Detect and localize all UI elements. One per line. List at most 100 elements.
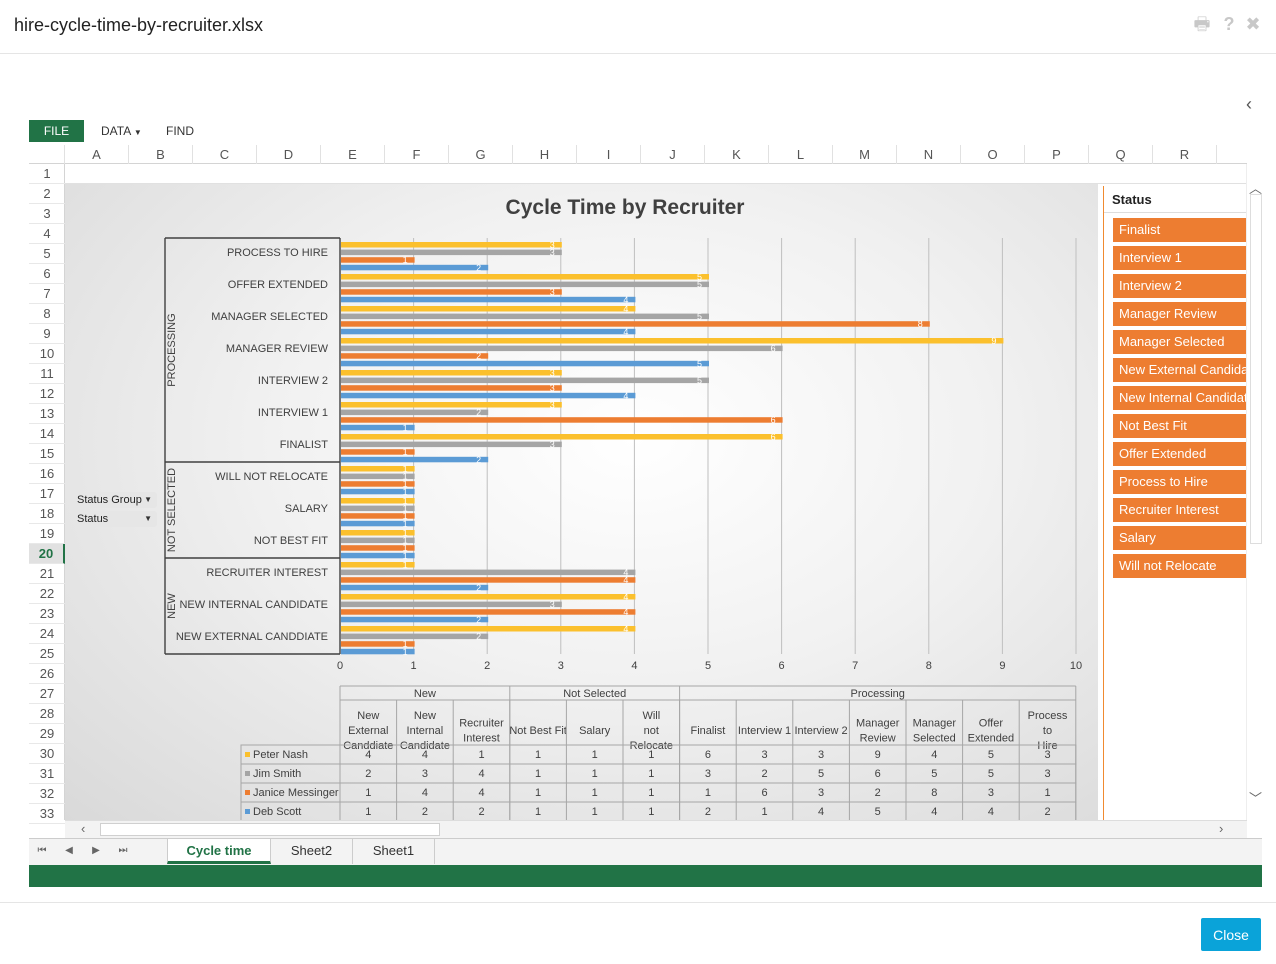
ribbon: FILE DATA ▼ FIND	[29, 120, 1262, 144]
table-cell: 1	[705, 787, 711, 799]
row-header-17[interactable]: 17	[29, 484, 65, 504]
collapse-panel-icon[interactable]: ‹	[1246, 94, 1252, 114]
row-header-13[interactable]: 13	[29, 404, 65, 424]
column-header-p[interactable]: P	[1025, 145, 1089, 164]
chart-title: Cycle Time by Recruiter	[505, 196, 745, 219]
scroll-up-icon[interactable]: ︿	[1249, 181, 1263, 196]
column-header-c[interactable]: C	[193, 145, 257, 164]
column-header-d[interactable]: D	[257, 145, 321, 164]
data-menu[interactable]: DATA ▼	[101, 120, 142, 142]
column-header-f[interactable]: F	[385, 145, 449, 164]
tab-cycle-time[interactable]: Cycle time	[167, 839, 271, 864]
column-header-h[interactable]: H	[513, 145, 577, 164]
slicer-item-new-internal-candidate[interactable]: New Internal Candidate	[1113, 386, 1247, 410]
last-sheet-icon[interactable]: ⏭	[118, 845, 128, 856]
row-header-7[interactable]: 7	[29, 284, 65, 304]
column-header-l[interactable]: L	[769, 145, 833, 164]
column-header-g[interactable]: G	[449, 145, 513, 164]
scroll-down-icon[interactable]: ﹀	[1249, 791, 1263, 806]
slicer-item-not-best-fit[interactable]: Not Best Fit	[1113, 414, 1247, 438]
row-header-12[interactable]: 12	[29, 384, 65, 404]
row-header-21[interactable]: 21	[29, 564, 65, 584]
pivot-chart[interactable]: 0 1 2 3 4 5 6 7 8 9 10 PROCESSING PROCESS TO HIRE 3 3 1…	[65, 184, 1098, 820]
row-header-15[interactable]: 15	[29, 444, 65, 464]
column-header-m[interactable]: M	[833, 145, 897, 164]
row-header-14[interactable]: 14	[29, 424, 65, 444]
column-header-q[interactable]: Q	[1089, 145, 1153, 164]
row-header-1[interactable]: 1	[29, 164, 65, 184]
slicer-item-recruiter-interest[interactable]: Recruiter Interest	[1113, 498, 1247, 522]
prev-sheet-icon[interactable]: ◀	[65, 845, 73, 856]
slicer-item-will-not-relocate[interactable]: Will not Relocate	[1113, 554, 1247, 578]
hscroll-thumb[interactable]	[100, 823, 440, 836]
table-cell: 3	[988, 787, 994, 799]
close-button[interactable]: Close	[1201, 918, 1261, 951]
bar-janice-messinger	[341, 289, 562, 295]
column-header-k[interactable]: K	[705, 145, 769, 164]
status-field-button[interactable]: Status ▼	[75, 511, 157, 527]
row-header-30[interactable]: 30	[29, 744, 65, 764]
row-header-33[interactable]: 33	[29, 804, 65, 824]
find-menu[interactable]: FIND	[166, 124, 194, 138]
scroll-left-icon[interactable]: ‹	[81, 821, 86, 836]
slicer-item-interview-1[interactable]: Interview 1	[1113, 246, 1247, 270]
row-header-19[interactable]: 19	[29, 524, 65, 544]
column-header-n[interactable]: N	[897, 145, 961, 164]
first-sheet-icon[interactable]: ⏮	[37, 845, 47, 856]
scroll-thumb[interactable]	[1250, 194, 1262, 544]
legend-key-peter-nash	[245, 752, 250, 757]
row-header-9[interactable]: 9	[29, 324, 65, 344]
horizontal-scrollbar[interactable]: ‹ ›	[65, 820, 1247, 838]
row-header-6[interactable]: 6	[29, 264, 65, 284]
column-header-r[interactable]: R	[1153, 145, 1217, 164]
row-header-4[interactable]: 4	[29, 224, 65, 244]
row-header-16[interactable]: 16	[29, 464, 65, 484]
help-icon[interactable]: ?	[1223, 14, 1235, 34]
slicer-item-manager-review[interactable]: Manager Review	[1113, 302, 1247, 326]
row-header-31[interactable]: 31	[29, 764, 65, 784]
vertical-scrollbar[interactable]: ︿ ﹀	[1246, 164, 1262, 820]
column-header-a[interactable]: A	[65, 145, 129, 164]
column-header-b[interactable]: B	[129, 145, 193, 164]
row-header-3[interactable]: 3	[29, 204, 65, 224]
bar-data-label: 5	[697, 280, 702, 290]
row-header-8[interactable]: 8	[29, 304, 65, 324]
row-header-26[interactable]: 26	[29, 664, 65, 684]
print-icon[interactable]: 🖶	[1193, 14, 1211, 34]
next-sheet-icon[interactable]: ▶	[92, 845, 100, 856]
slicer-item-salary[interactable]: Salary	[1113, 526, 1247, 550]
row-header-29[interactable]: 29	[29, 724, 65, 744]
status-group-field-button[interactable]: Status Group ▼	[75, 492, 157, 508]
column-header-j[interactable]: J	[641, 145, 705, 164]
file-tab[interactable]: FILE	[29, 120, 84, 142]
row-1-cells[interactable]	[65, 164, 1247, 184]
row-header-27[interactable]: 27	[29, 684, 65, 704]
row-header-18[interactable]: 18	[29, 504, 65, 524]
slicer-item-interview-2[interactable]: Interview 2	[1113, 274, 1247, 298]
bar-data-label: 1	[403, 543, 408, 553]
row-header-20[interactable]: 20	[29, 544, 65, 564]
tab-sheet2[interactable]: Sheet2	[271, 839, 353, 864]
row-header-28[interactable]: 28	[29, 704, 65, 724]
slicer-item-new-external-candidate[interactable]: New External Candidate	[1113, 358, 1247, 382]
row-header-10[interactable]: 10	[29, 344, 65, 364]
row-header-24[interactable]: 24	[29, 624, 65, 644]
tab-sheet1[interactable]: Sheet1	[353, 839, 435, 864]
slicer-item-process-to-hire[interactable]: Process to Hire	[1113, 470, 1247, 494]
row-header-25[interactable]: 25	[29, 644, 65, 664]
row-header-5[interactable]: 5	[29, 244, 65, 264]
column-header-i[interactable]: I	[577, 145, 641, 164]
row-header-22[interactable]: 22	[29, 584, 65, 604]
slicer-item-offer-extended[interactable]: Offer Extended	[1113, 442, 1247, 466]
scroll-right-icon[interactable]: ›	[1219, 821, 1224, 836]
select-all-corner[interactable]	[29, 145, 65, 164]
column-header-o[interactable]: O	[961, 145, 1025, 164]
slicer-item-finalist[interactable]: Finalist	[1113, 218, 1247, 242]
slicer-item-manager-selected[interactable]: Manager Selected	[1113, 330, 1247, 354]
row-header-32[interactable]: 32	[29, 784, 65, 804]
column-header-e[interactable]: E	[321, 145, 385, 164]
row-header-11[interactable]: 11	[29, 364, 65, 384]
row-header-2[interactable]: 2	[29, 184, 65, 204]
close-icon[interactable]: ✖	[1245, 14, 1261, 34]
row-header-23[interactable]: 23	[29, 604, 65, 624]
